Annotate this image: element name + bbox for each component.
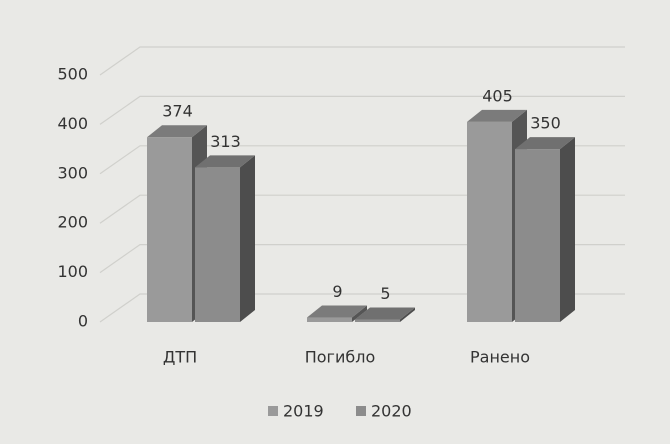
bar-side: [400, 307, 415, 322]
y-tick-label: 300: [57, 163, 88, 182]
bar-front: [515, 149, 560, 322]
bar-top: [307, 305, 367, 318]
grid-line: [99, 46, 625, 76]
value-label: 313: [210, 132, 241, 151]
value-label: 9: [332, 282, 342, 301]
bar-top: [195, 155, 255, 168]
bar-side: [352, 305, 367, 322]
legend-swatch: [356, 406, 366, 416]
grid-line: [99, 194, 625, 224]
bar-front: [355, 319, 400, 322]
bar: [195, 155, 255, 322]
bar-front: [467, 121, 512, 323]
legend-label: 2020: [371, 402, 412, 421]
y-tick-label: 500: [57, 65, 88, 84]
legend-label: 2019: [283, 402, 324, 421]
y-tick-label: 400: [57, 114, 88, 133]
y-tick-label: 100: [57, 262, 88, 281]
y-tick-label: 0: [78, 312, 88, 331]
bar-front: [195, 167, 240, 322]
bar: [515, 137, 575, 322]
value-label: 405: [482, 86, 513, 105]
legend-swatch: [268, 406, 278, 416]
value-label: 5: [380, 284, 390, 303]
bar-top: [515, 137, 575, 150]
bar: [355, 307, 415, 322]
bar-top: [355, 307, 415, 320]
bar-front: [307, 317, 352, 322]
grid-line: [99, 145, 625, 175]
value-label: 374: [162, 102, 193, 121]
y-tick-label: 200: [57, 213, 88, 232]
grid-line: [99, 95, 625, 125]
bar-top: [147, 125, 207, 138]
value-label: 350: [530, 114, 561, 133]
grid-line: [99, 293, 625, 323]
bar-side: [240, 155, 255, 322]
bar-front: [147, 137, 192, 322]
x-tick-label: Ранено: [470, 348, 530, 367]
bar-top: [467, 109, 527, 122]
grid-line: [99, 244, 625, 274]
bar: [307, 305, 367, 322]
x-tick-label: ДТП: [163, 348, 197, 367]
bar-side: [560, 137, 575, 322]
x-tick-label: Погибло: [305, 348, 376, 367]
